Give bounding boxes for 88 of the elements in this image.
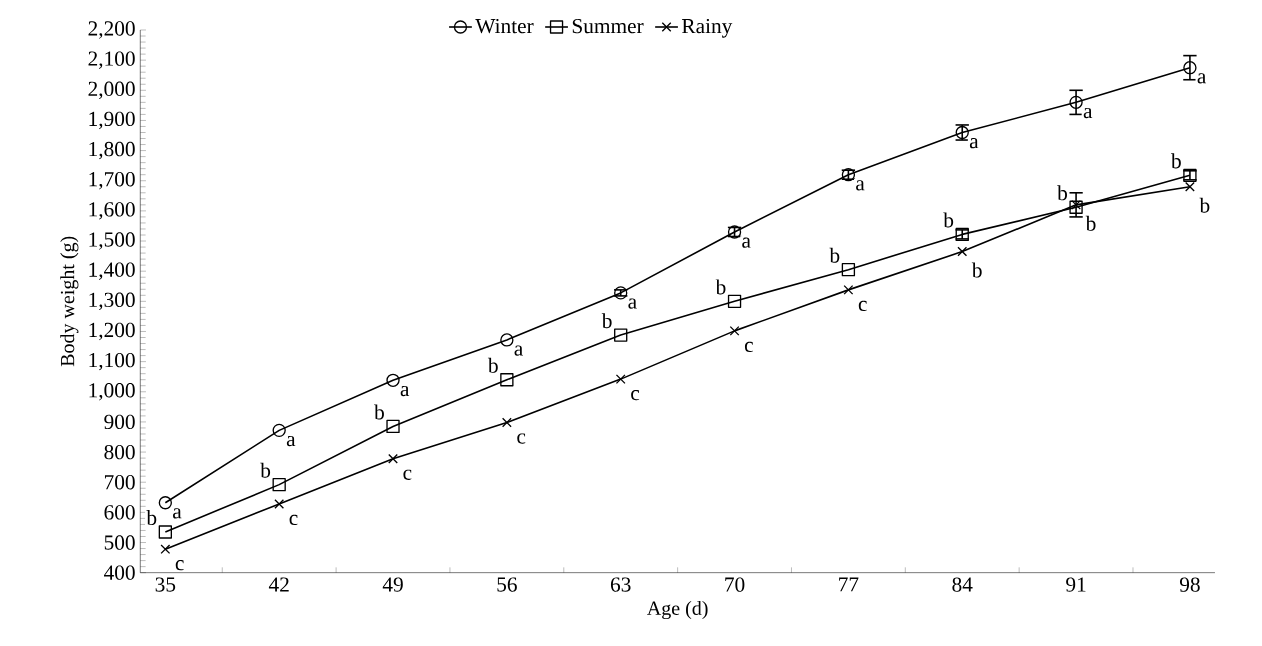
x-tick-label: 63 [610,577,631,592]
legend-label: Rainy [681,18,733,38]
y-tick-label: 400 [104,565,135,580]
x-tick-label: 56 [497,577,517,592]
annotation: b [146,510,157,526]
y-axis-title: Body weight (g) [60,236,79,367]
y-tick-label: 1,000 [89,383,135,401]
point [500,373,514,387]
point [1069,95,1083,110]
annotation: c [858,300,867,312]
point [614,328,628,342]
point [841,263,856,277]
x-tick-label: 70 [725,577,745,592]
point [274,499,285,509]
point [1183,61,1197,75]
annotation: b [715,279,726,295]
point [158,525,173,539]
annotation: b [487,357,498,373]
point [729,325,740,336]
point [158,496,173,510]
annotation: c [517,433,526,444]
point [272,477,286,492]
annotation: a [742,237,751,248]
annotation: b [1085,215,1096,231]
point [957,246,968,257]
annotation: a [173,508,182,519]
y-tick-label: 700 [104,475,135,490]
annotation: a [286,435,296,447]
y-tick-label: 1,400 [89,262,135,280]
point [615,374,626,385]
annotation: c [289,514,298,526]
point [1071,199,1081,210]
y-tick-label: 1,800 [89,141,135,160]
point [843,284,854,295]
annotation: c [403,469,412,480]
y-tick-label: 500 [104,535,135,550]
x-tick-label: 98 [1179,577,1200,592]
point [1069,200,1083,214]
point [614,286,628,300]
y-tick-label: 1,500 [89,232,135,250]
annotation: a [400,385,410,397]
point [388,453,398,464]
annotation: a [628,298,637,309]
point [160,544,171,555]
point [272,423,286,438]
y-tick-label: 800 [104,444,135,460]
x-tick-label: 91 [1066,577,1086,592]
annotation: b [374,404,384,420]
y-tick-label: 1,900 [89,111,135,130]
annotation: c [631,390,640,401]
y-tick-label: 900 [104,414,135,430]
y-tick-label: 2,000 [88,81,135,100]
point [386,373,400,387]
annotation: b [260,462,271,478]
x-tick-label: 42 [268,577,289,592]
annotation: b [971,262,982,278]
x-tick-label: 77 [839,577,859,592]
legend-label: Summer [572,18,644,34]
annotation: a [856,180,865,191]
y-tick-label: 1,300 [89,292,135,311]
annotation: b [601,313,612,329]
y-tick-label: 600 [104,505,135,520]
y-tick-label: 2,200 [88,21,135,39]
y-tick-label: 1,200 [89,322,135,341]
annotation: b [1057,185,1067,201]
point [500,333,514,347]
legend-label: Winter [475,18,534,34]
annotation: a [1083,107,1093,119]
y-tick-label: 1,600 [89,202,135,220]
point [501,417,512,428]
annotation: a [1197,73,1207,84]
point [386,419,400,434]
annotation: c [175,560,184,571]
x-tick-label: 49 [382,577,403,592]
x-tick-label: 35 [155,577,176,592]
annotation: b [1170,153,1181,169]
y-tick-label: 1,700 [89,172,135,190]
annotation: a [969,138,979,149]
point [727,294,742,308]
annotation: b [829,247,840,263]
x-axis-title: Age (d) [647,600,708,620]
y-tick-label: 1,100 [89,352,135,371]
annotation: b [943,212,954,228]
x-tick-label: 84 [952,577,973,592]
y-tick-label: 2,100 [88,51,135,69]
annotation: c [744,341,753,353]
annotation: b [1199,197,1210,213]
annotation: a [514,345,523,356]
